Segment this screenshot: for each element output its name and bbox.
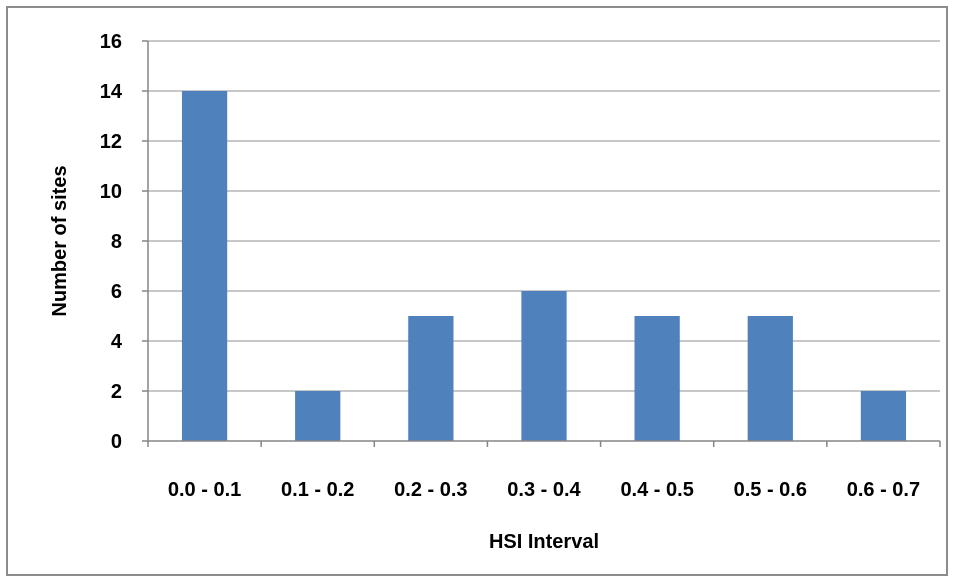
y-tick-label: 10 xyxy=(100,181,122,203)
x-tick-label: 0.1 - 0.2 xyxy=(281,479,354,501)
x-tick-label: 0.5 - 0.6 xyxy=(734,479,807,501)
y-tick-labels: 0 2 4 6 8 10 12 14 16 xyxy=(100,31,123,453)
bar xyxy=(521,291,567,441)
y-tick-label: 12 xyxy=(100,131,122,153)
y-tick-label: 2 xyxy=(111,381,122,403)
bar xyxy=(295,391,341,441)
bar xyxy=(181,91,228,441)
x-tick-label: 0.6 - 0.7 xyxy=(847,479,920,501)
bar xyxy=(408,316,454,441)
y-tick-label: 6 xyxy=(111,281,122,303)
y-tick-label: 8 xyxy=(111,231,122,253)
y-tick-label: 0 xyxy=(111,431,122,453)
bar xyxy=(747,316,793,441)
y-tick-label: 4 xyxy=(111,331,123,353)
y-tick-label: 14 xyxy=(100,81,123,103)
bar xyxy=(634,316,680,441)
bars xyxy=(181,91,907,441)
axes xyxy=(142,40,941,447)
x-tick-label: 0.4 - 0.5 xyxy=(620,479,693,501)
bar xyxy=(860,391,907,441)
y-tick-label: 16 xyxy=(100,31,122,53)
x-axis-label: HSI Interval xyxy=(489,531,599,553)
y-axis-label: Number of sites xyxy=(49,165,71,316)
x-tick-label: 0.3 - 0.4 xyxy=(507,479,581,501)
x-tick-labels: 0.0 - 0.1 0.1 - 0.2 0.2 - 0.3 0.3 - 0.4 0.4 … xyxy=(168,479,920,501)
x-tick-label: 0.2 - 0.3 xyxy=(394,479,467,501)
x-tick-label: 0.0 - 0.1 xyxy=(168,479,241,501)
gridlines xyxy=(148,40,940,392)
